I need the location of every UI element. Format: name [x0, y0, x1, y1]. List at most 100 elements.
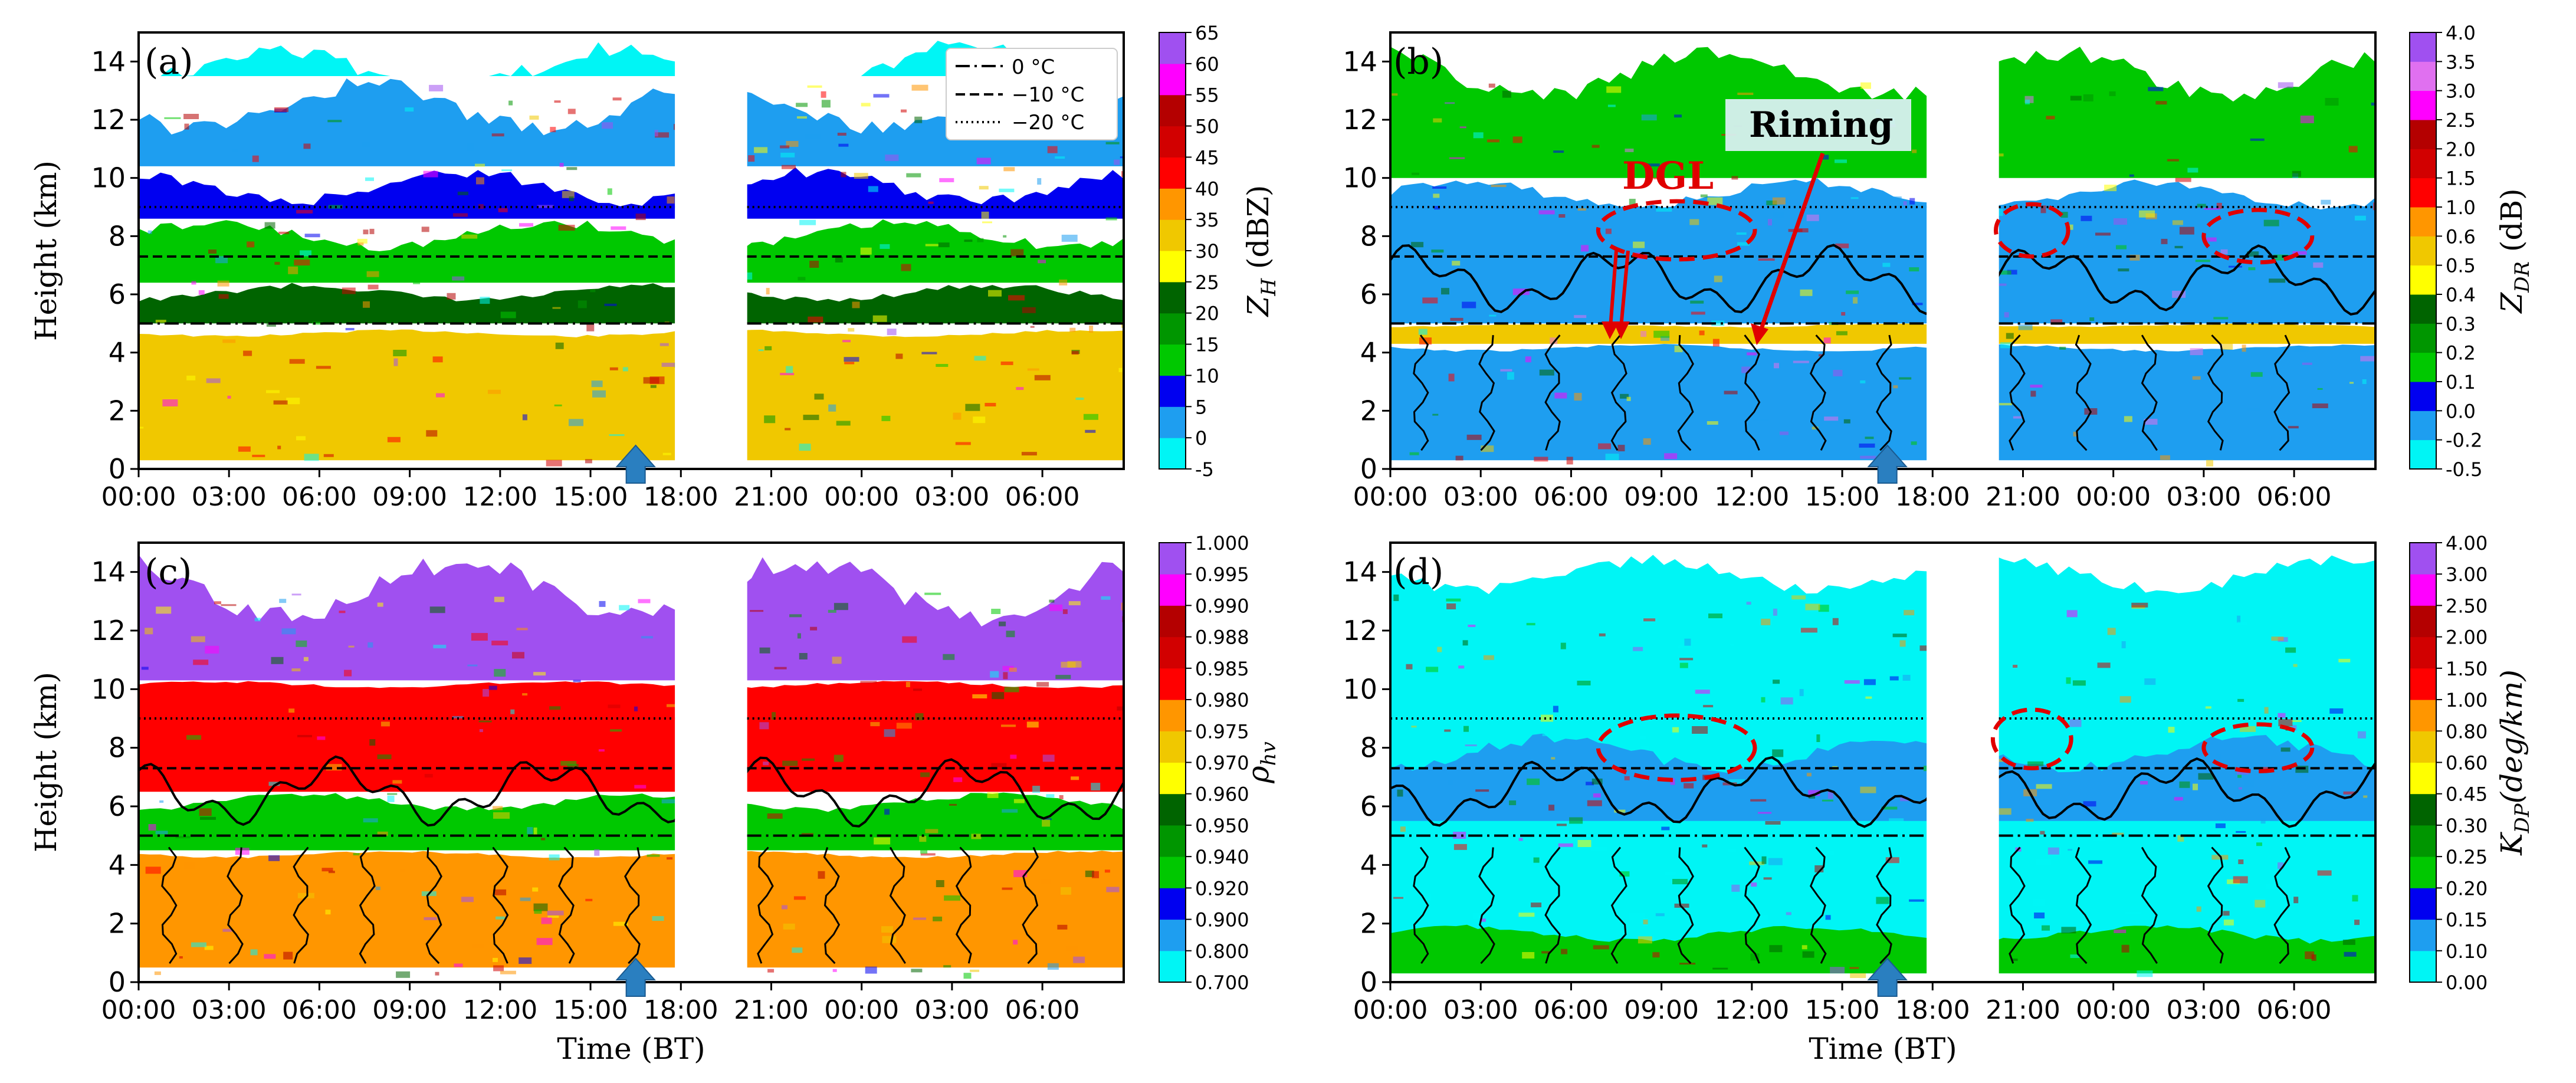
field-speckle [227, 395, 231, 399]
field-speckle [767, 969, 775, 973]
field-speckle [1722, 152, 1731, 157]
field-speckle [362, 142, 370, 147]
field-speckle [1047, 146, 1058, 153]
colorbar-tick-label: 1.00 [2446, 689, 2488, 711]
field-speckle [288, 708, 295, 713]
field-speckle [1885, 857, 1899, 864]
colorbar-tick-label: 60 [1195, 53, 1219, 76]
field-speckle [1539, 369, 1554, 376]
field-speckle [264, 954, 276, 959]
field-speckle [1893, 385, 1898, 389]
field-speckle [156, 606, 172, 614]
field-speckle [1700, 194, 1708, 198]
field-speckle [1502, 90, 1511, 98]
field-speckle [803, 415, 819, 421]
field-speckle [471, 633, 488, 641]
field-speckle [363, 301, 370, 308]
field-speckle [303, 657, 309, 661]
field-speckle [2256, 842, 2262, 846]
field-speckle [2167, 159, 2179, 162]
colorbar-segment [2410, 439, 2436, 470]
field-speckle [569, 196, 574, 201]
field-speckle [2114, 929, 2127, 933]
colorbar-segment [1159, 281, 1186, 314]
field-speckle [943, 965, 951, 968]
colorbar-tick-label: -5 [1195, 458, 1214, 481]
y-tick-label: 14 [1343, 556, 1377, 588]
field-speckle [936, 880, 944, 887]
colorbar-tick-label: 0.950 [1195, 815, 1249, 837]
field-speckle [1538, 210, 1555, 215]
field-speckle [1061, 661, 1076, 668]
field-speckle [1021, 452, 1037, 456]
field-speckle [2000, 270, 2011, 275]
field-speckle [289, 359, 305, 364]
field-speckle [2196, 906, 2201, 912]
field-speckle [1724, 390, 1738, 395]
field-speckle [1013, 799, 1025, 803]
field-speckle [977, 238, 984, 242]
field-speckle [661, 362, 675, 367]
colorbar-frame [2409, 32, 2437, 470]
field-speckle [914, 116, 923, 123]
field-speckle [454, 963, 463, 967]
field-speckle [139, 426, 144, 429]
field-layer [139, 41, 1124, 76]
field-speckle [2144, 419, 2158, 425]
annotation-riming: Riming [1725, 99, 1911, 345]
field-speckle [1629, 199, 1636, 205]
field-speckle [2223, 919, 2234, 926]
field-speckle [424, 917, 437, 920]
x-tick-label: 06:00 [2257, 482, 2332, 512]
field-speckle [186, 735, 202, 740]
field-speckle [533, 903, 548, 911]
contour-line [757, 846, 774, 964]
field-speckle [1120, 156, 1124, 159]
field-speckle [1577, 840, 1591, 847]
field-speckle [541, 917, 552, 924]
field-speckle [316, 366, 331, 369]
y-tick-label: 4 [109, 849, 126, 881]
field-speckle [1037, 178, 1042, 185]
field-speckle [944, 895, 961, 901]
panel-a: 0 2 4 6 8 10 12 14 00:00 03:00 06:00 09:00 12:00 15:0… [29, 22, 1281, 512]
field-speckle [2248, 267, 2256, 271]
field-speckle [953, 412, 962, 420]
field-speckle [512, 652, 524, 659]
field-speckle [2271, 636, 2284, 641]
field-speckle [339, 611, 346, 613]
field-speckle [896, 723, 912, 729]
field-layer [1390, 733, 2375, 821]
field-speckle [158, 865, 173, 868]
field-speckle [1689, 219, 1699, 225]
field-speckle [1833, 370, 1843, 376]
field-speckle [1462, 640, 1468, 646]
colorbar-segment [2410, 888, 2436, 920]
field-speckle [1823, 337, 1831, 344]
field-speckle [1473, 913, 1486, 919]
x-tick-label: 15:00 [1805, 482, 1880, 512]
field-speckle [2223, 911, 2230, 916]
colorbar-segment [1159, 856, 1186, 888]
field-speckle [1431, 250, 1444, 253]
field-speckle [493, 965, 504, 972]
field-speckle [1016, 387, 1024, 390]
x-tick-label: 06:00 [1005, 482, 1080, 512]
field-speckle [1055, 156, 1065, 159]
field-speckle [1006, 631, 1015, 638]
field-speckle [874, 837, 891, 845]
field-speckle [1121, 321, 1124, 328]
field-speckle [1786, 912, 1791, 915]
field-speckle [988, 290, 1002, 297]
field-speckle [1038, 260, 1046, 264]
field-speckle [2302, 362, 2312, 365]
field-speckle [296, 436, 306, 441]
field-speckle [1422, 297, 1438, 304]
field-speckle [1661, 336, 1670, 341]
field-speckle [516, 628, 528, 631]
x-tick-label: 00:00 [1353, 995, 1428, 1025]
colorbar-tick-label: 45 [1195, 146, 1219, 169]
field-speckle [366, 271, 379, 277]
field-speckle [2114, 218, 2127, 225]
